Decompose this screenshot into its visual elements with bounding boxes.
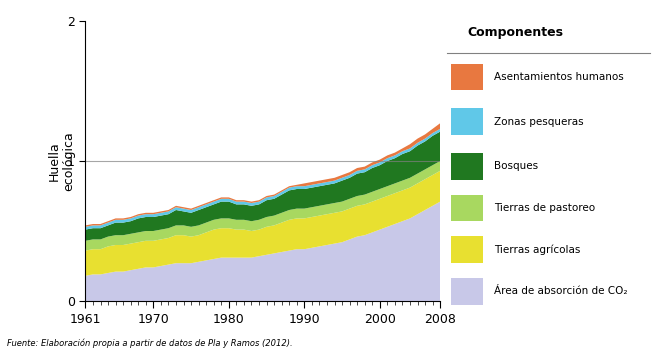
Text: Componentes: Componentes	[467, 27, 563, 40]
Text: Tierras agrícolas: Tierras agrícolas	[493, 244, 580, 255]
FancyBboxPatch shape	[451, 108, 484, 135]
Text: Asentamientos humanos: Asentamientos humanos	[493, 72, 623, 82]
Text: Área de absorción de CO₂: Área de absorción de CO₂	[493, 286, 627, 296]
FancyBboxPatch shape	[451, 195, 484, 221]
Text: Tierras de pastoreo: Tierras de pastoreo	[493, 203, 595, 213]
Text: Fuente: Elaboración propia a partir de datos de Pla y Ramos (2012).: Fuente: Elaboración propia a partir de d…	[7, 339, 292, 349]
Text: Bosques: Bosques	[493, 161, 537, 171]
FancyBboxPatch shape	[451, 278, 484, 304]
FancyBboxPatch shape	[451, 236, 484, 263]
FancyBboxPatch shape	[451, 153, 484, 180]
FancyBboxPatch shape	[451, 64, 484, 90]
Text: Zonas pesqueras: Zonas pesqueras	[493, 117, 583, 127]
Y-axis label: Huella
ecológica: Huella ecológica	[47, 131, 76, 191]
